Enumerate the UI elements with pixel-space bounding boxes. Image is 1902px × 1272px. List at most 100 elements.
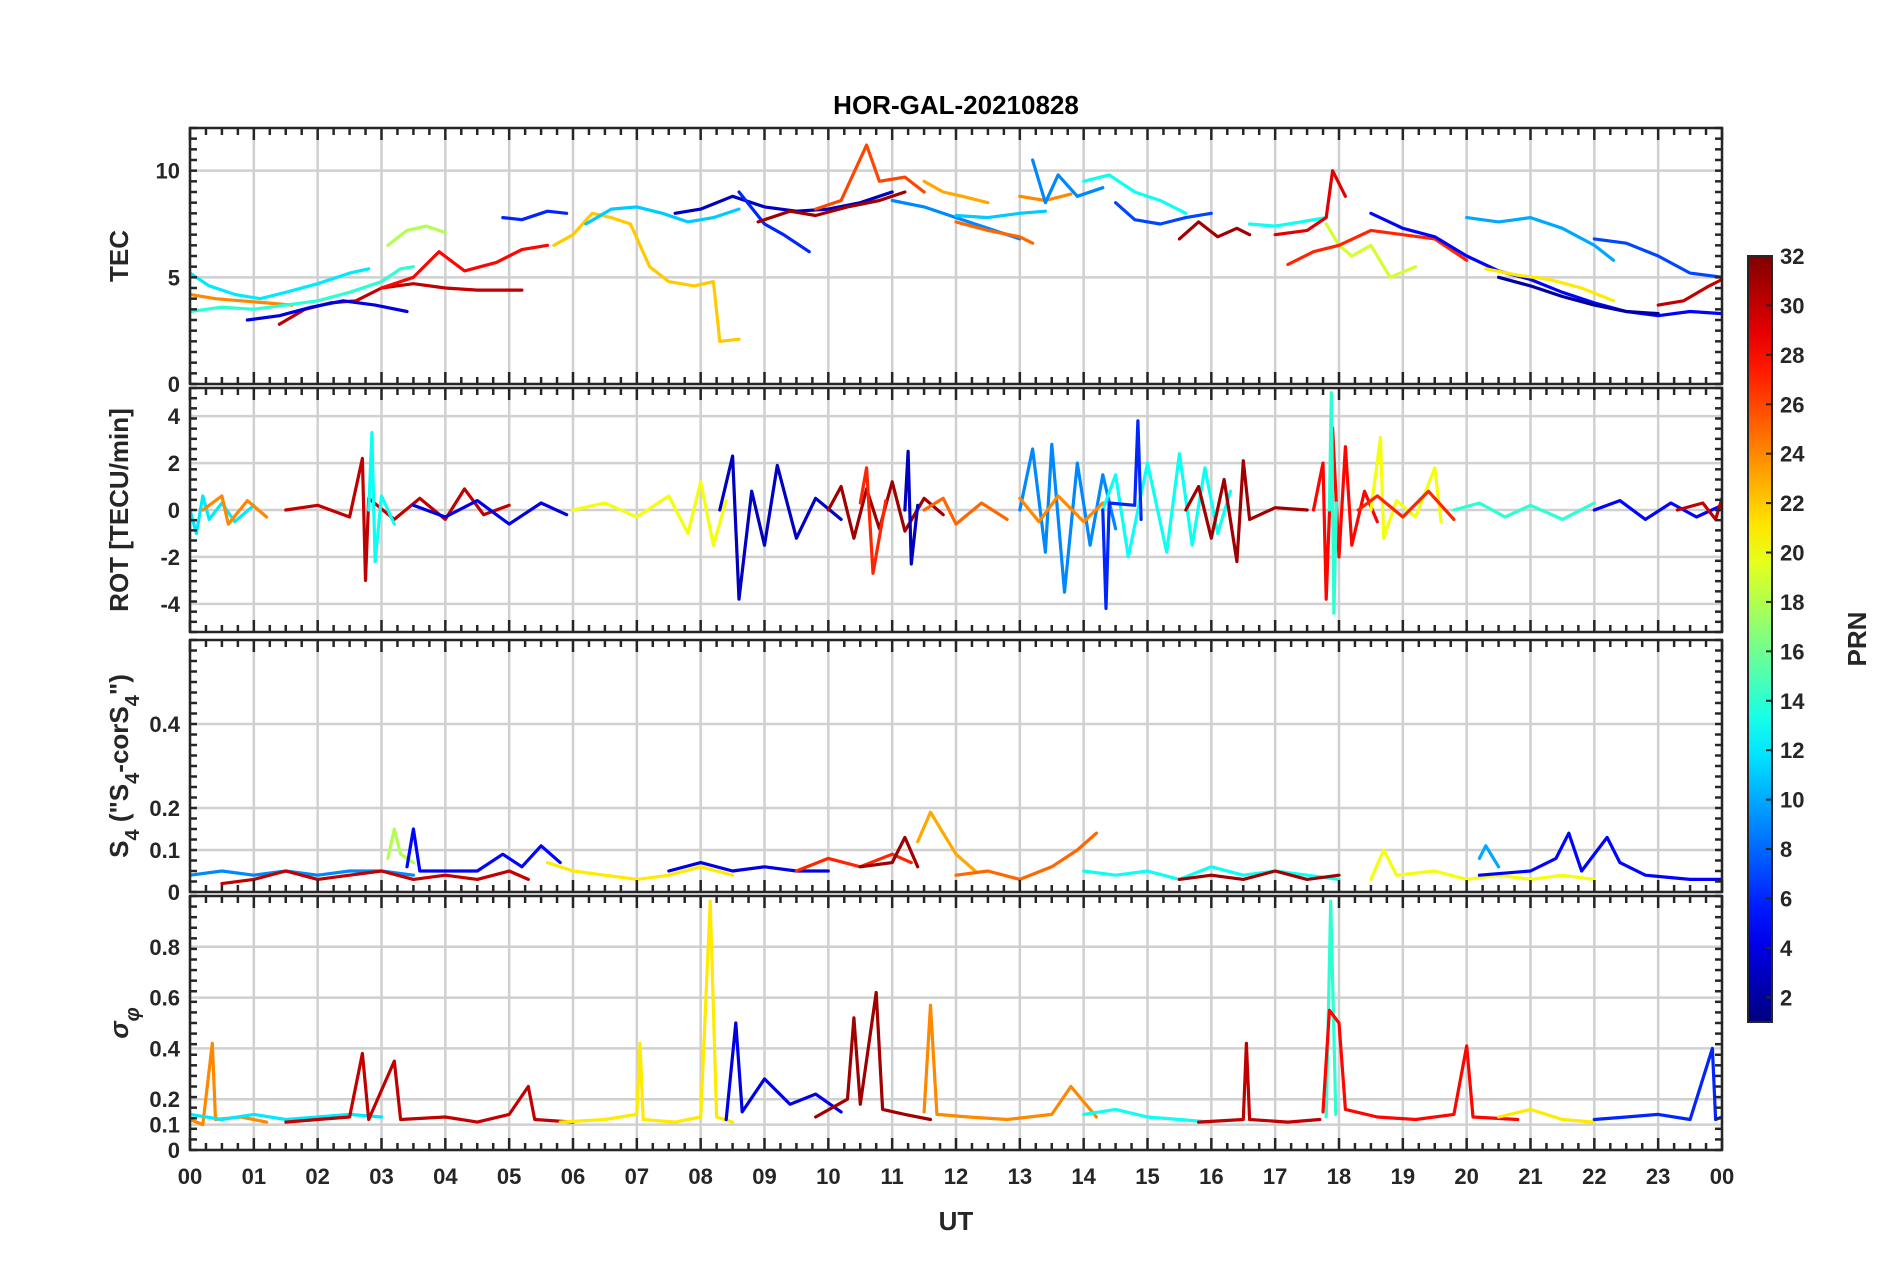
- sigma-series-prn-30: [284, 1051, 575, 1124]
- tec-series-prn-19: [1324, 222, 1418, 279]
- colorbar-tick-label: 4: [1780, 936, 1793, 961]
- x-tick-label: 09: [752, 1164, 776, 1189]
- panel-rot: -4 -2 0 2 4 ROT [TECU/min]: [104, 386, 1724, 634]
- s4-y-tick-label: 0.2: [149, 796, 180, 821]
- sigma-series-prn-14: [1324, 899, 1338, 1119]
- rot-series-prn-31: [1184, 459, 1309, 564]
- x-tick-label: 10: [816, 1164, 840, 1189]
- rot-series-prn-20: [1369, 435, 1443, 540]
- sigma-y-tick-label: 0.1: [149, 1113, 180, 1138]
- tec-series-prn-31: [756, 190, 907, 224]
- colorbar-tick-label: 16: [1780, 639, 1804, 664]
- rot-y-axis-label: ROT [TECU/min]: [104, 408, 134, 612]
- tec-series-prn-11: [954, 209, 1047, 220]
- sigma-series-prn-30: [1197, 1041, 1322, 1124]
- sigma-series-prn-21: [1497, 1107, 1596, 1124]
- x-tick-label: 12: [944, 1164, 968, 1189]
- sigma-series-prn-13: [1082, 1107, 1213, 1124]
- rot-series: [190, 391, 1722, 615]
- tec-series-prn-2: [1497, 275, 1660, 316]
- panel-tec: 0 5 10 TEC: [104, 126, 1724, 397]
- x-tick-label: 23: [1646, 1164, 1670, 1189]
- s4-series-prn-23: [916, 810, 977, 873]
- s4-series-prn-20: [1369, 848, 1596, 881]
- tec-series-prn-6: [737, 190, 811, 254]
- colorbar-tick-label: 24: [1780, 442, 1805, 467]
- rot-series-prn-6: [1101, 419, 1143, 611]
- x-tick-label: 14: [1071, 1164, 1096, 1189]
- colorbar-tick-label: 32: [1780, 244, 1804, 269]
- tec-series-prn-21: [1484, 267, 1616, 303]
- sigma-series-prn-28: [1321, 1008, 1520, 1122]
- sigma-series-prn-24: [190, 1041, 269, 1127]
- tec-series-prn-14: [190, 265, 415, 314]
- x-axis-label: UT: [939, 1206, 974, 1236]
- colorbar-tick-label: 26: [1780, 392, 1804, 417]
- rot-series-prn-27: [1356, 489, 1456, 521]
- x-tick-label: 21: [1518, 1164, 1542, 1189]
- panel-sigma: 00.10.2 0.4 0.6 0.8 σφ: [104, 894, 1724, 1163]
- s4-series-prn-13: [1082, 865, 1341, 881]
- rot-y-tick-label: -2: [160, 545, 180, 570]
- sigma-y-tick-label: 0.8: [149, 935, 180, 960]
- tec-y-tick-label: 10: [156, 159, 180, 184]
- sigma-y-tick-label: 0.2: [149, 1087, 180, 1112]
- tec-series-prn-3: [673, 190, 894, 215]
- tec-series-prn-25: [954, 220, 1035, 245]
- x-tick-label: 15: [1135, 1164, 1159, 1189]
- sigma-y-tick-label: 0.6: [149, 986, 180, 1011]
- tec-series-prn-5: [1369, 211, 1722, 318]
- rot-series-prn-28: [1311, 426, 1379, 601]
- tec-series-prn-6: [501, 209, 569, 222]
- rot-series-prn-25: [922, 496, 1009, 526]
- rot-y-tick-label: 4: [168, 404, 181, 429]
- s4-y-tick-label: 0.4: [149, 712, 180, 737]
- s4-y-tick-label: 0: [168, 880, 180, 905]
- x-tick-label: 03: [369, 1164, 393, 1189]
- rot-series-prn-20: [571, 480, 728, 547]
- s4-series-prn-5: [405, 827, 562, 873]
- rot-series-prn-14: [1452, 501, 1596, 521]
- rot-series-prn-27: [858, 466, 888, 575]
- sigma-series-prn-4: [724, 1021, 843, 1122]
- tec-series-prn-7: [1114, 201, 1213, 226]
- x-tick-label: 05: [497, 1164, 521, 1189]
- tec-series-prn-13: [1248, 216, 1328, 228]
- tec-series: [190, 143, 1722, 343]
- s4-series-prn-10: [1477, 844, 1501, 869]
- tec-series-prn-9: [1031, 158, 1105, 205]
- colorbar-tick-label: 10: [1780, 788, 1804, 813]
- colorbar-tick-label: 22: [1780, 491, 1804, 516]
- rot-series-prn-30: [284, 456, 511, 582]
- x-tick-label: 13: [1008, 1164, 1032, 1189]
- tec-y-tick-label: 5: [168, 265, 180, 290]
- x-tick-label: 04: [433, 1164, 458, 1189]
- s4-y-tick-label: 0.1: [149, 838, 180, 863]
- tec-series-prn-11: [584, 205, 741, 226]
- sigma-y-tick-label: 0: [168, 1138, 180, 1163]
- tec-y-axis-label: TEC: [104, 230, 134, 282]
- sigma-series: [190, 899, 1722, 1127]
- tec-series-prn-7: [1592, 237, 1722, 279]
- s4-series: [190, 810, 1722, 886]
- sigma-series-prn-21: [558, 899, 735, 1124]
- x-axis: 00 01 02 03 04 05 06 07 08 09 10 11 12 13 14 15 16 17 18 19…: [178, 1164, 1734, 1189]
- tec-series-prn-18: [386, 224, 447, 247]
- tec-series-prn-28: [379, 243, 550, 290]
- sigma-series-prn-12: [190, 1112, 384, 1122]
- rot-series-prn-3: [903, 449, 920, 566]
- colorbar-tick-label: 8: [1780, 837, 1792, 862]
- x-tick-label: 19: [1391, 1164, 1415, 1189]
- s4-series-prn-25: [954, 831, 1098, 881]
- tec-series-prn-4: [245, 299, 409, 322]
- rot-series-prn-9: [1018, 442, 1118, 594]
- tec-series-prn-12: [190, 267, 371, 301]
- colorbar-tick-label: 28: [1780, 343, 1804, 368]
- rot-series-prn-4: [411, 499, 569, 526]
- x-tick-label: 20: [1454, 1164, 1478, 1189]
- colorbar-tick-label: 14: [1780, 689, 1805, 714]
- rot-series-prn-24: [1018, 494, 1105, 524]
- tec-series-prn-27: [1286, 228, 1469, 267]
